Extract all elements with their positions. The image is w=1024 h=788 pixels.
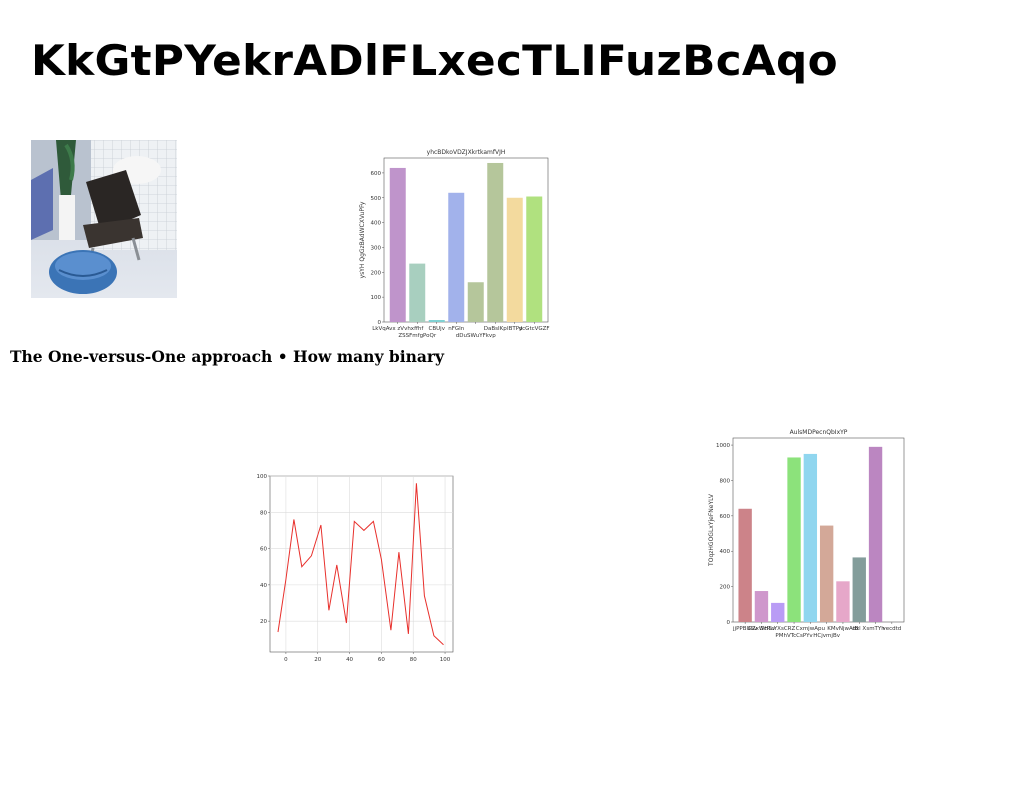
chart2-xtick-label: 60 [378, 657, 385, 663]
chart1-bar [487, 162, 504, 322]
chart3-ytick-label: 1000 [716, 443, 730, 449]
chart3-ytick-label: 800 [720, 478, 731, 484]
chart3-bar [771, 602, 785, 622]
chart2-xtick-label: 20 [314, 657, 321, 663]
chart3-ytick-label: 200 [720, 585, 731, 591]
chart3-xtick-label: GZxWHSv [748, 626, 776, 632]
chart1-xtick-label: LkVqAvx zVvhxffhf [372, 326, 424, 332]
chart1-ytick-label: 600 [371, 171, 382, 177]
chart1-bar [448, 192, 465, 322]
chart3-bar [868, 446, 883, 622]
chart3-xtick-label: jjPPBUSv [732, 626, 758, 632]
chart2-ytick-label: 100 [257, 474, 268, 480]
chart1-ytick-label: 500 [371, 196, 382, 202]
chart3-ylabel: TOqzHGOGLxYjeFNeYLV [708, 493, 715, 567]
chart3-bar [836, 581, 850, 622]
bar-chart-1: yhcBDkoVDZJXkrtkamfVJH ysYH QgGzBAdWCXVuP… [359, 149, 550, 339]
chart3-ytick-label: 400 [720, 549, 731, 555]
chart1-ytick-label: 200 [371, 270, 382, 276]
chart3-xtick-label: vecdtd [882, 626, 901, 632]
chart2-xtick-label: 0 [284, 657, 288, 663]
chart1-xtick-label: nFGIn [448, 326, 465, 332]
chart1-xtick-label: IBTPd [507, 326, 523, 332]
chart1-ytick-label: 100 [371, 295, 382, 301]
chart3-bar [754, 591, 769, 622]
chart1-title: yhcBDkoVDZJXkrtkamfVJH [427, 149, 506, 156]
chart1-bar [389, 167, 406, 322]
chart1-ytick-label: 0 [378, 320, 382, 326]
chart2-series-line [277, 483, 444, 646]
chart2-ytick-label: 40 [260, 583, 267, 589]
chart3-ytick-label: 0 [727, 620, 731, 626]
chart1-xtick-label: CBUjv [429, 326, 446, 332]
chart1-bar [506, 197, 523, 322]
chart1-ytick-label: 300 [371, 245, 382, 251]
chart3-bar [852, 557, 866, 622]
chart2-ytick-label: 80 [260, 510, 267, 516]
caption-text: The One-versus-One approach • How many b… [10, 347, 445, 366]
chart1-plot-frame [383, 157, 549, 323]
line-chart: 0 20 40 60 80 100 20 40 60 80 100 [257, 474, 454, 663]
page-title: KkGtPYekrADlFLxecTLIFuzBcAqo [31, 36, 838, 85]
chart1-bar [526, 196, 543, 322]
chart2-ytick-label: 60 [260, 547, 267, 553]
chart3-ytick-label: 600 [720, 514, 731, 520]
chart1-xtick-label: ZSSFmfgPoQr [398, 333, 437, 339]
chart2-xtick-label: 40 [346, 657, 353, 663]
chart2-xtick-label: 100 [440, 657, 451, 663]
chart2-xtick-label: 80 [410, 657, 417, 663]
chart1-ytick-label: 400 [371, 221, 382, 227]
chart1-bar [409, 263, 426, 322]
chart3-bar [819, 525, 834, 622]
chart1-xtick-label: ycGtcVGZF [519, 326, 550, 332]
chart3-xtick-label: CxmjwApu [796, 626, 825, 632]
chart1-bar [467, 282, 484, 322]
chart3-xtick-label: smTYh [866, 626, 885, 632]
salon-chair-photo [31, 140, 177, 298]
chart3-xtick-label: PMhVTcCsPYv [775, 633, 813, 639]
chart2-plot-frame [269, 475, 454, 653]
chart3-plot-frame [732, 437, 905, 623]
chart2-ytick-label: 20 [260, 619, 267, 625]
chart3-xtick-label: ScRuYXsCRZ [760, 626, 795, 632]
chart1-xtick-label: DaBsIKp [484, 326, 507, 332]
chart3-xtick-label: KMvNjwAtB [827, 626, 859, 632]
chart3-bar [738, 508, 752, 622]
chart3-xtick-label: dxl X [852, 626, 866, 632]
chart3-bar [803, 453, 818, 622]
bar-chart-2: AulsMDPecnQbIxYP TOqzHGOGLxYjeFNeYLV 0 200 4… [708, 429, 905, 639]
chart1-ylabel: ysYH QgGzBAdWCXVuPFy [359, 201, 366, 278]
chart1-bar [428, 320, 445, 322]
chart3-xtick-label: HCjvmjBv [813, 633, 840, 639]
chart3-bar [787, 457, 801, 622]
chart3-title: AulsMDPecnQbIxYP [790, 429, 848, 436]
chart1-xtick-label: dDuSWuYFkvp [456, 333, 496, 339]
